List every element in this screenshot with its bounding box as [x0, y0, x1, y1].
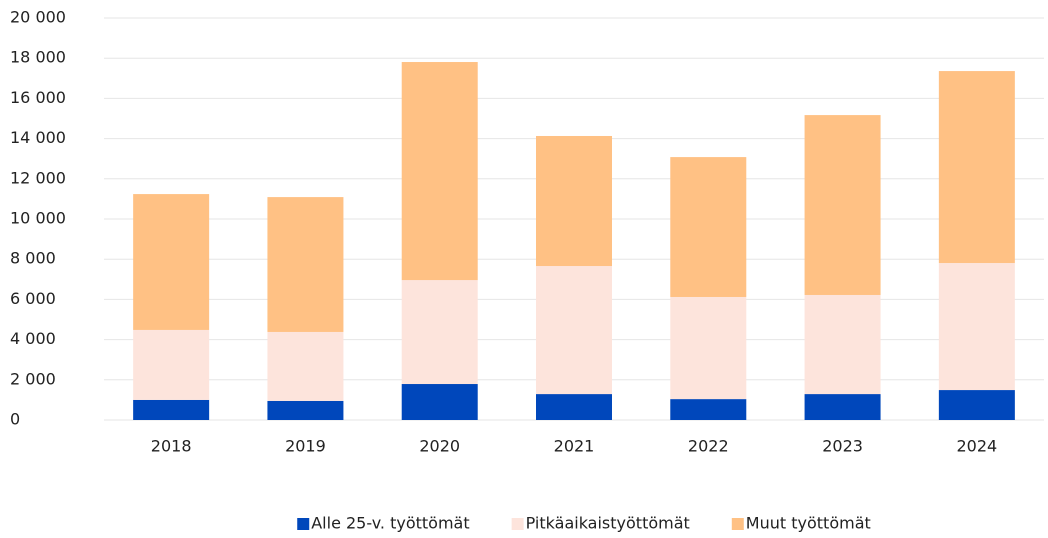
- bar-segment: [536, 266, 612, 395]
- y-tick-label: 10 000: [10, 209, 66, 228]
- bar-segment: [401, 384, 478, 420]
- x-tick-label: 2021: [554, 437, 595, 456]
- x-tick-label: 2018: [151, 437, 192, 456]
- legend-swatch: [511, 518, 524, 530]
- y-tick-label: 0: [10, 410, 20, 429]
- bar-segment: [267, 400, 344, 420]
- bar-segment: [804, 115, 881, 295]
- bar-segment: [133, 194, 210, 330]
- bar-segment: [401, 62, 478, 281]
- bar-segment: [267, 197, 344, 332]
- y-tick-label: 6 000: [10, 289, 56, 308]
- y-tick-label: 2 000: [10, 369, 56, 388]
- x-tick-label: 2019: [285, 437, 326, 456]
- y-tick-label: 4 000: [10, 329, 56, 348]
- y-tick-label: 14 000: [10, 128, 66, 147]
- y-tick-label: 16 000: [10, 88, 66, 107]
- legend: Alle 25-v. työttömät Pitkäaikaistyöttömät…: [297, 514, 871, 533]
- x-tick-label: 2020: [419, 437, 460, 456]
- legend-swatch: [731, 518, 744, 530]
- y-tick-label: 8 000: [10, 249, 56, 268]
- bar-segment: [670, 157, 747, 297]
- bar-segment: [938, 263, 1015, 391]
- legend-label: Muut työttömät: [746, 514, 871, 533]
- bar-segment: [938, 71, 1015, 264]
- x-tick-label: 2024: [956, 437, 997, 456]
- bar-segment: [938, 390, 1015, 420]
- bar-segment: [133, 329, 210, 400]
- y-tick-label: 18 000: [10, 48, 66, 67]
- bar-segment: [133, 399, 210, 420]
- y-tick-label: 12 000: [10, 168, 66, 187]
- bar-segment: [804, 294, 881, 395]
- bar-segment: [536, 135, 612, 267]
- bar-segment: [536, 394, 612, 420]
- legend-label: Pitkäaikaistyöttömät: [526, 514, 690, 533]
- bar-segment: [670, 399, 747, 420]
- x-tick-label: 2023: [822, 437, 863, 456]
- legend-swatch: [297, 518, 310, 530]
- bar-segment: [401, 280, 478, 385]
- bar-segment: [670, 296, 747, 400]
- x-tick-label: 2022: [688, 437, 729, 456]
- legend-label: Alle 25-v. työttömät: [311, 514, 469, 533]
- bar-segment: [267, 331, 344, 401]
- y-tick-label: 20 000: [10, 8, 66, 27]
- bar-segment: [804, 394, 881, 420]
